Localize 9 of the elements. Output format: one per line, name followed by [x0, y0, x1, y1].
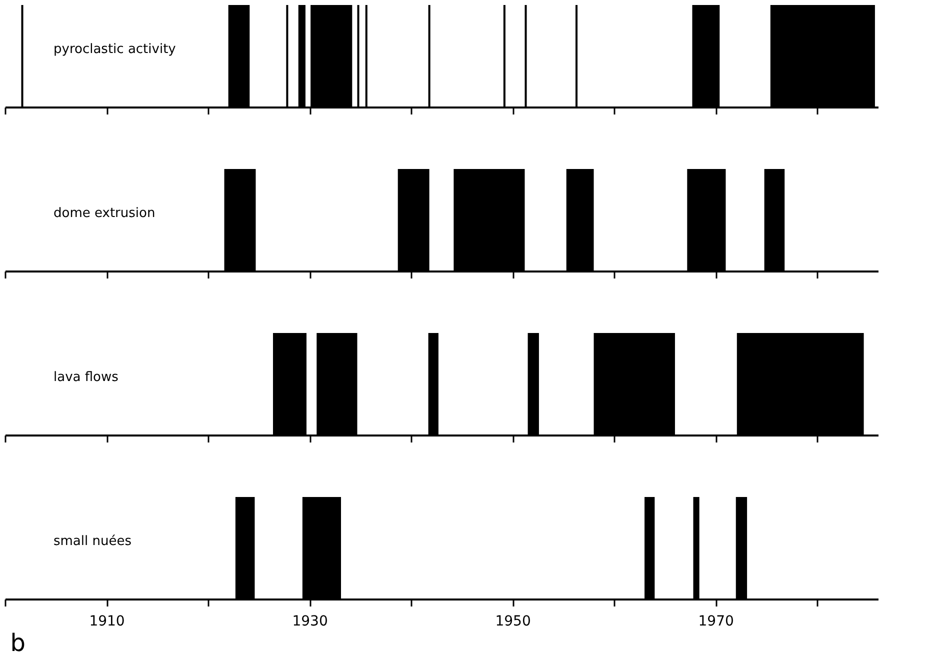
y-tick-label: lava flows — [54, 370, 119, 385]
text: b — [10, 629, 26, 656]
x-tick-label: 1910 — [89, 614, 125, 630]
y-tick-label: dome extrusion — [54, 206, 156, 221]
x-tick-label: 1970 — [698, 614, 734, 630]
x-tick-label: 1930 — [292, 614, 328, 630]
x-tick-label: 1950 — [495, 614, 531, 630]
y-tick-label: pyroclastic activity — [54, 42, 176, 57]
y-tick-label: small nuées — [54, 534, 132, 549]
